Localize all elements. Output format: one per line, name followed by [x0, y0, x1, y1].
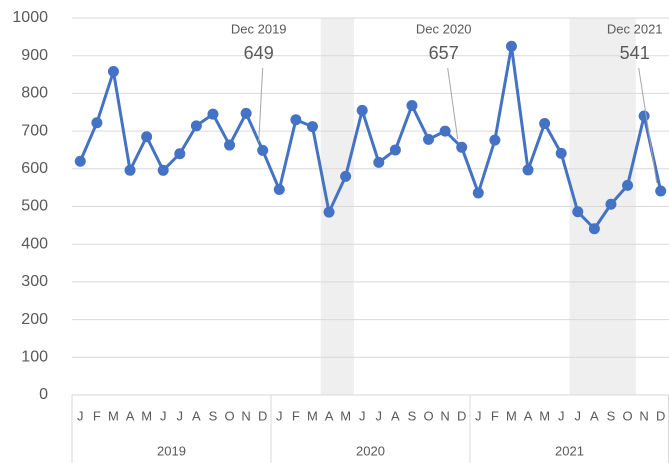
- data-point: [505, 40, 517, 52]
- callout-line: [258, 67, 264, 143]
- x-tick-label: J: [77, 408, 84, 423]
- data-point: [356, 104, 368, 116]
- x-tick-label: O: [622, 408, 632, 423]
- data-point: [174, 148, 186, 160]
- x-tick-label: J: [276, 408, 283, 423]
- x-tick-label: M: [141, 408, 152, 423]
- year-label: 2021: [555, 443, 584, 458]
- callout-line: [447, 67, 459, 140]
- x-tick-label: A: [126, 408, 135, 423]
- y-tick-label: 700: [21, 122, 48, 139]
- data-point: [389, 144, 401, 156]
- x-tick-label: J: [160, 408, 167, 423]
- data-point: [124, 164, 136, 176]
- x-tick-label: S: [209, 408, 218, 423]
- data-point: [207, 108, 219, 120]
- data-point: [638, 110, 650, 122]
- data-point: [373, 156, 385, 168]
- x-tick-label: F: [93, 408, 101, 423]
- y-tick-label: 500: [21, 198, 48, 215]
- x-tick-label: O: [224, 408, 234, 423]
- data-point: [406, 99, 418, 111]
- year-label: 2020: [356, 443, 385, 458]
- data-point: [439, 125, 451, 137]
- x-tick-label: N: [241, 408, 250, 423]
- x-tick-label: M: [340, 408, 351, 423]
- x-tick-label: J: [177, 408, 184, 423]
- data-point: [472, 187, 484, 199]
- x-tick-label: J: [475, 408, 482, 423]
- x-tick-label: S: [607, 408, 616, 423]
- x-tick-label: D: [258, 408, 267, 423]
- data-point: [605, 198, 617, 210]
- data-point: [622, 179, 634, 191]
- data-point: [157, 164, 169, 176]
- x-tick-label: M: [108, 408, 119, 423]
- x-tick-label: A: [524, 408, 533, 423]
- data-point: [323, 206, 335, 218]
- x-tick-label: A: [192, 408, 201, 423]
- x-tick-label: F: [292, 408, 300, 423]
- x-tick-label: D: [457, 408, 466, 423]
- x-tick-label: M: [506, 408, 517, 423]
- annotation-label: Dec 2020: [416, 21, 472, 36]
- data-point: [456, 141, 468, 153]
- y-tick-label: 900: [21, 47, 48, 64]
- data-point: [91, 117, 103, 129]
- x-tick-label: F: [491, 408, 499, 423]
- x-tick-label: J: [558, 408, 565, 423]
- x-tick-label: A: [325, 408, 334, 423]
- data-point: [240, 107, 252, 119]
- x-tick-label: N: [639, 408, 648, 423]
- x-tick-label: A: [590, 408, 599, 423]
- x-tick-label: J: [376, 408, 383, 423]
- data-point: [655, 185, 667, 197]
- x-tick-label: N: [440, 408, 449, 423]
- annotation-label: Dec 2019: [231, 21, 287, 36]
- data-point: [555, 147, 567, 159]
- data-point: [273, 184, 285, 196]
- data-point: [340, 170, 352, 182]
- data-point: [522, 164, 534, 176]
- y-tick-label: 300: [21, 273, 48, 290]
- data-point: [423, 133, 435, 145]
- x-tick-label: J: [575, 408, 582, 423]
- callout-line: [638, 67, 658, 184]
- y-tick-label: 0: [39, 386, 48, 403]
- y-tick-label: 800: [21, 85, 48, 102]
- data-point: [588, 223, 600, 235]
- x-tick-label: D: [656, 408, 665, 423]
- data-point: [306, 121, 318, 133]
- data-point: [257, 144, 269, 156]
- x-tick-label: S: [408, 408, 417, 423]
- y-tick-label: 1000: [12, 9, 48, 26]
- y-tick-label: 400: [21, 235, 48, 252]
- x-tick-label: O: [423, 408, 433, 423]
- data-point: [489, 134, 501, 146]
- annotation-value: 541: [620, 43, 650, 63]
- data-point: [290, 114, 302, 126]
- y-tick-label: 100: [21, 349, 48, 366]
- data-point: [224, 139, 236, 151]
- data-point: [572, 206, 584, 218]
- annotation-label: Dec 2021: [607, 21, 663, 36]
- y-tick-label: 600: [21, 160, 48, 177]
- data-point: [190, 120, 202, 132]
- x-tick-label: M: [307, 408, 318, 423]
- year-label: 2019: [157, 443, 186, 458]
- x-tick-label: J: [359, 408, 366, 423]
- data-point: [141, 131, 153, 143]
- annotation-value: 657: [429, 43, 459, 63]
- data-point: [74, 155, 86, 167]
- y-tick-label: 200: [21, 311, 48, 328]
- x-tick-label: M: [539, 408, 550, 423]
- x-tick-label: A: [391, 408, 400, 423]
- data-point: [539, 118, 551, 130]
- annotation-value: 649: [244, 43, 274, 63]
- data-point: [107, 66, 119, 78]
